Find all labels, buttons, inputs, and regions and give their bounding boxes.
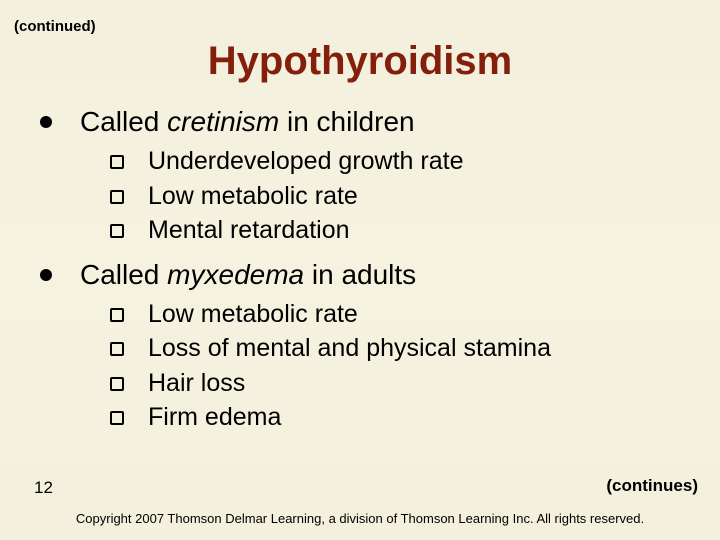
disc-bullet-icon <box>40 269 52 281</box>
ring-bullet-icon <box>110 308 124 322</box>
sub-bullet-text: Underdeveloped growth rate <box>148 145 463 178</box>
bullet-level2: Underdeveloped growth rate <box>110 145 706 178</box>
text-em: myxedema <box>167 259 304 290</box>
ring-bullet-icon <box>110 224 124 238</box>
disc-bullet-icon <box>40 116 52 128</box>
sub-bullet-text: Firm edema <box>148 401 281 434</box>
sub-bullet-text: Low metabolic rate <box>148 180 358 213</box>
copyright-text: Copyright 2007 Thomson Delmar Learning, … <box>0 511 720 526</box>
ring-bullet-icon <box>110 342 124 356</box>
continued-label-top: (continued) <box>14 18 706 35</box>
bullet-level2: Loss of mental and physical stamina <box>110 332 706 365</box>
sub-bullet-text: Hair loss <box>148 367 245 400</box>
ring-bullet-icon <box>110 190 124 204</box>
text-post: in adults <box>304 259 416 290</box>
bullet-level2: Low metabolic rate <box>110 180 706 213</box>
text-post: in children <box>279 106 414 137</box>
bullet-level2: Hair loss <box>110 367 706 400</box>
text-pre: Called <box>80 259 167 290</box>
bullet-text: Called myxedema in adults <box>80 257 416 292</box>
ring-bullet-icon <box>110 377 124 391</box>
sub-bullet-text: Mental retardation <box>148 214 350 247</box>
bullet-level1: Called myxedema in adults <box>40 257 706 292</box>
page-number: 12 <box>34 478 53 498</box>
bullet-text: Called cretinism in children <box>80 104 415 139</box>
bullet-level2: Firm edema <box>110 401 706 434</box>
text-pre: Called <box>80 106 167 137</box>
bullet-level1: Called cretinism in children <box>40 104 706 139</box>
sub-bullet-text: Loss of mental and physical stamina <box>148 332 551 365</box>
bullet-level2: Low metabolic rate <box>110 298 706 331</box>
continues-label-bottom: (continues) <box>606 476 698 496</box>
slide-title: Hypothyroidism <box>14 39 706 84</box>
bullet-level2: Mental retardation <box>110 214 706 247</box>
slide: (continued) Hypothyroidism Called cretin… <box>0 0 720 540</box>
ring-bullet-icon <box>110 155 124 169</box>
text-em: cretinism <box>167 106 279 137</box>
sub-bullet-text: Low metabolic rate <box>148 298 358 331</box>
ring-bullet-icon <box>110 411 124 425</box>
